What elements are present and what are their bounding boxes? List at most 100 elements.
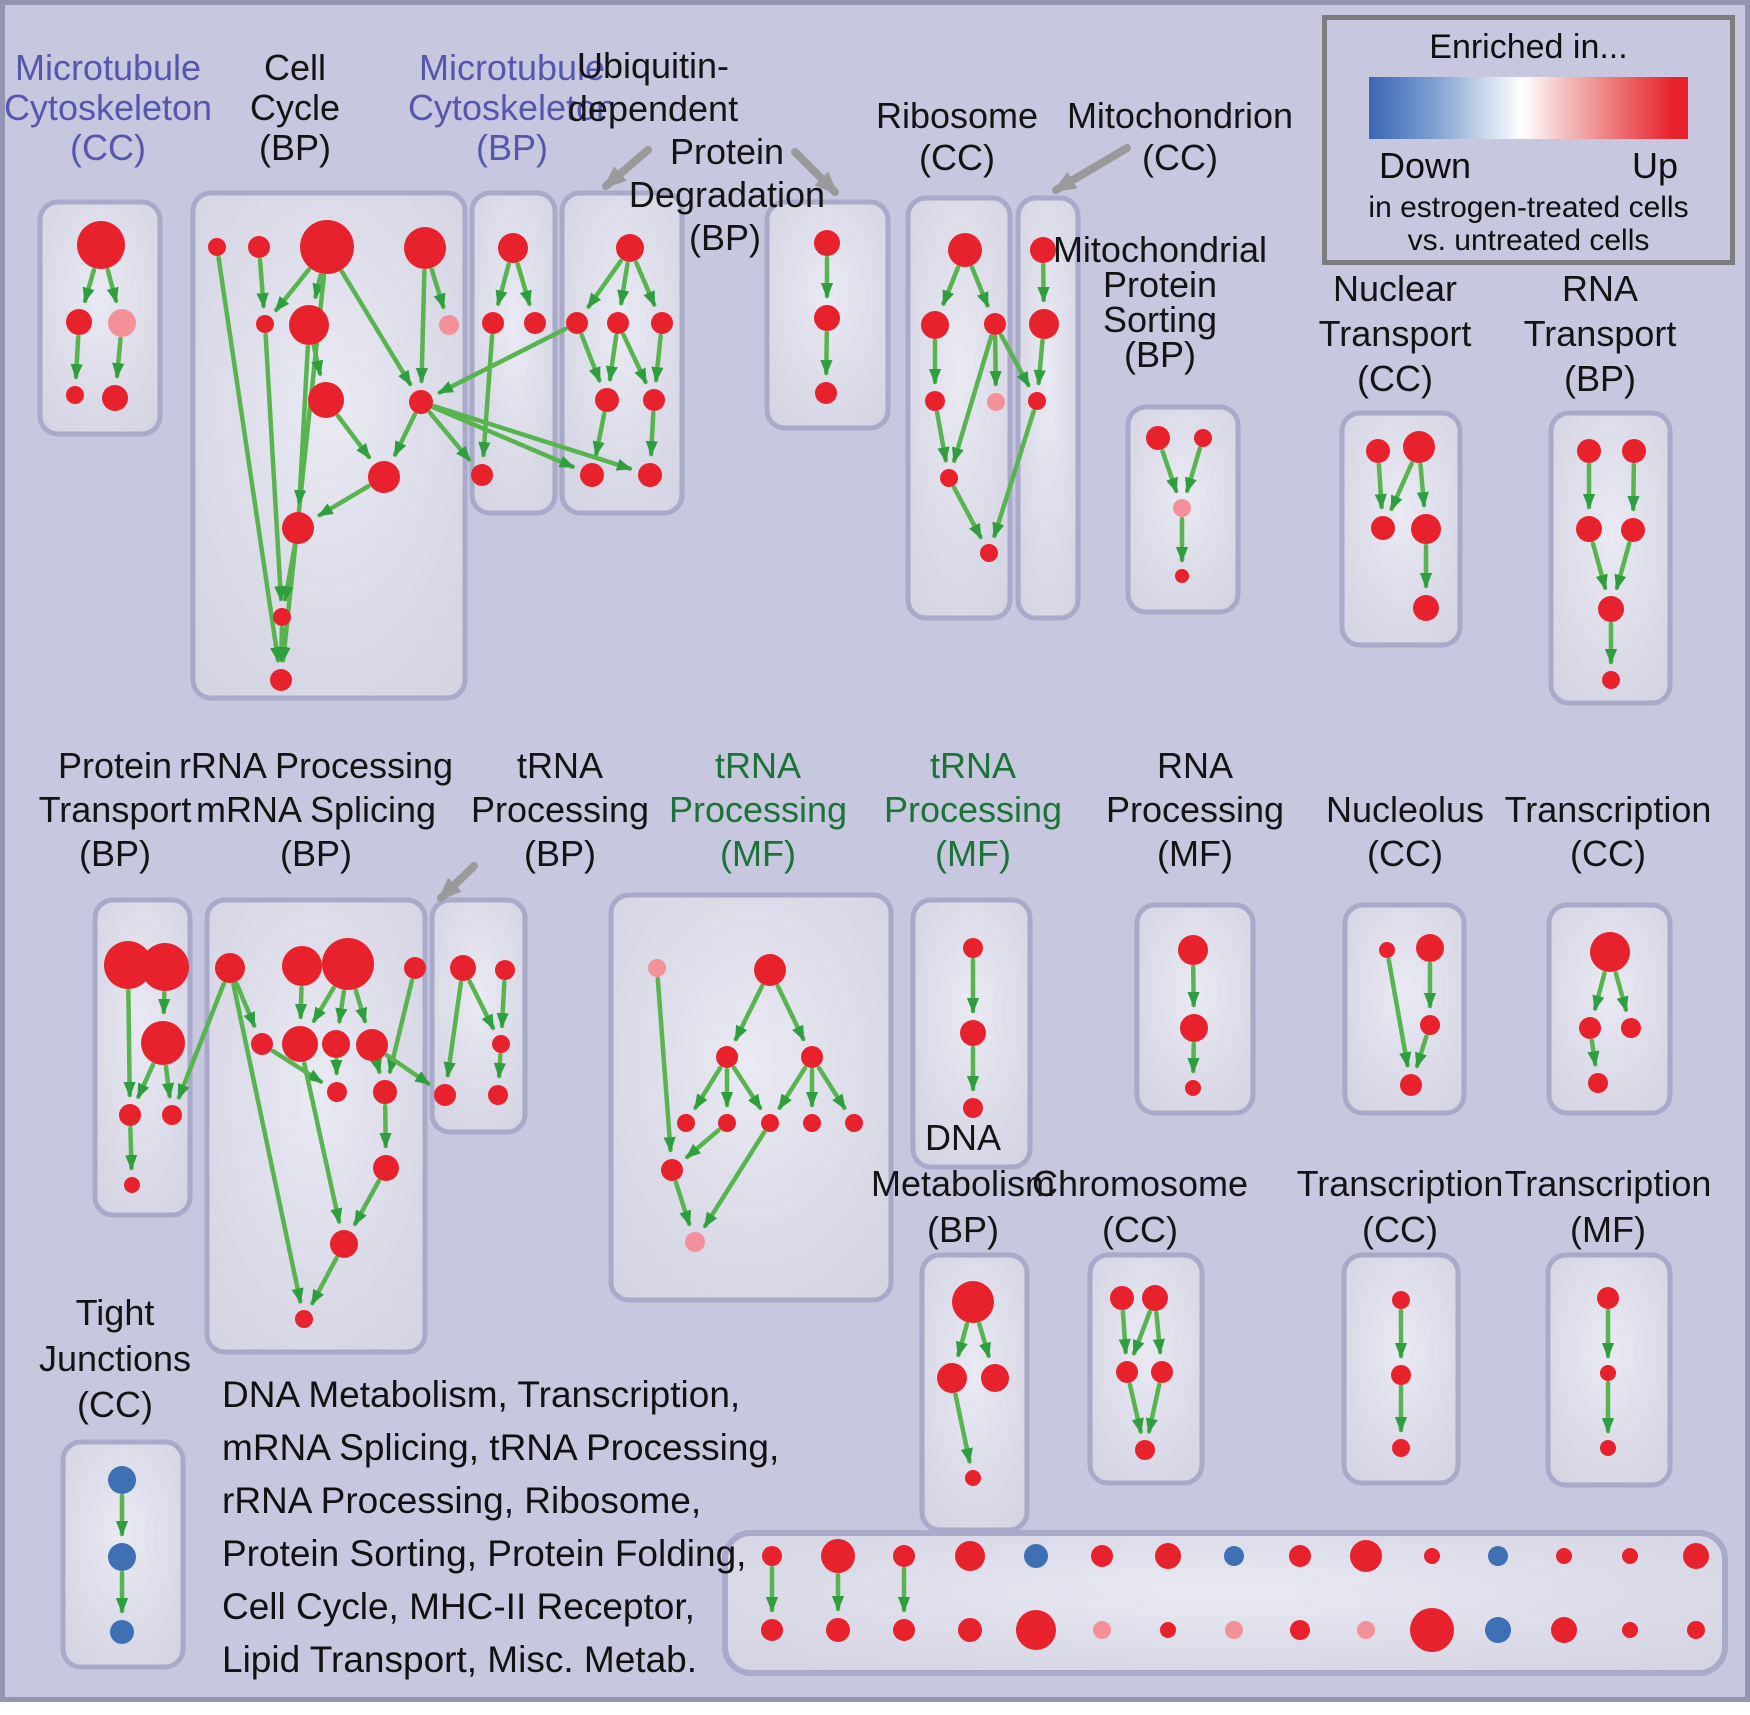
edge-arrow bbox=[621, 332, 648, 385]
cluster-label-dnam: DNA bbox=[925, 1117, 1001, 1158]
go-term-node bbox=[282, 946, 322, 986]
cluster-label-tmf3: Transcription bbox=[1505, 1163, 1712, 1204]
edge-arrow bbox=[955, 1321, 970, 1358]
go-term-node bbox=[948, 233, 982, 267]
misc-category-line: DNA Metabolism, Transcription, bbox=[222, 1374, 741, 1415]
cluster-label-tmf1: (MF) bbox=[720, 833, 796, 874]
go-term-node bbox=[289, 305, 329, 345]
go-term-node bbox=[815, 382, 837, 404]
go-term-node bbox=[648, 959, 666, 977]
edge-arrow bbox=[387, 978, 415, 1074]
matrix-node bbox=[1683, 1543, 1709, 1569]
edge-arrow bbox=[274, 267, 312, 313]
edge-arrow bbox=[579, 332, 602, 383]
matrix-node bbox=[1225, 1621, 1243, 1639]
edge-arrow bbox=[1590, 541, 1608, 591]
edge-arrow bbox=[977, 1321, 991, 1359]
edge-arrow bbox=[443, 980, 464, 1078]
edge-arrow bbox=[1145, 1382, 1162, 1434]
matrix-node bbox=[1024, 1544, 1048, 1568]
callout-arrow-icon bbox=[791, 148, 839, 196]
cluster-label-mps: Sorting bbox=[1103, 299, 1217, 340]
edge-arrow bbox=[352, 1178, 381, 1227]
go-term-node bbox=[356, 1029, 388, 1061]
go-term-node bbox=[450, 955, 476, 981]
go-term-node bbox=[273, 608, 291, 626]
matrix-node bbox=[955, 1541, 985, 1571]
go-term-node bbox=[1403, 431, 1435, 463]
go-term-node bbox=[761, 1114, 779, 1132]
cluster-label-mps: (BP) bbox=[1124, 334, 1196, 375]
legend-gradient-bar bbox=[1369, 77, 1688, 139]
edge-arrow bbox=[684, 1127, 721, 1160]
matrix-node bbox=[1357, 1621, 1375, 1639]
misc-categories-note: DNA Metabolism, Transcription, mRNA Splic… bbox=[222, 1368, 779, 1686]
go-term-node bbox=[1588, 1073, 1608, 1093]
legend-down-label: Down bbox=[1379, 145, 1472, 186]
go-term-node bbox=[66, 309, 92, 335]
go-term-node bbox=[1178, 935, 1208, 965]
go-term-node bbox=[987, 393, 1005, 411]
legend-box: Enriched in... Down Up in estrogen-treat… bbox=[1322, 15, 1735, 265]
go-term-node bbox=[1116, 1361, 1138, 1383]
go-term-node bbox=[651, 312, 673, 334]
go-term-node bbox=[1392, 1439, 1410, 1457]
cluster-box-rt bbox=[1548, 410, 1673, 706]
edge-arrow bbox=[989, 334, 1002, 387]
legend-subtitle-line2: vs. untreated cells bbox=[1407, 224, 1650, 257]
edge-arrow bbox=[634, 260, 657, 307]
go-term-node bbox=[1621, 518, 1645, 542]
go-term-node bbox=[1597, 1287, 1619, 1309]
go-term-node bbox=[960, 1020, 986, 1046]
go-term-node bbox=[1151, 1361, 1173, 1383]
go-term-node bbox=[1379, 942, 1395, 958]
cluster-label-ubiq: dependent bbox=[568, 88, 738, 129]
go-term-node bbox=[1622, 439, 1646, 463]
go-term-node bbox=[327, 1082, 347, 1102]
go-term-node bbox=[108, 1543, 136, 1571]
edge-arrow bbox=[392, 412, 418, 457]
edge-arrow bbox=[1386, 957, 1412, 1068]
edge-arrow bbox=[281, 543, 298, 602]
go-term-node bbox=[1185, 1080, 1201, 1096]
nodes-layer bbox=[66, 220, 1709, 1652]
go-term-node bbox=[322, 1030, 350, 1058]
edge-arrow bbox=[293, 344, 311, 506]
edge-arrow bbox=[592, 411, 607, 457]
matrix-node bbox=[1350, 1540, 1382, 1572]
go-term-node bbox=[952, 1281, 994, 1323]
go-term-node bbox=[661, 1159, 683, 1181]
edge-arrow bbox=[161, 1064, 175, 1099]
edge-arrow bbox=[605, 333, 619, 382]
edge-arrow bbox=[1160, 448, 1179, 494]
cluster-label-tj: Junctions bbox=[39, 1338, 191, 1379]
edge-arrow bbox=[1389, 461, 1414, 512]
legend-up-label: Up bbox=[1631, 145, 1678, 186]
matrix-node bbox=[1093, 1621, 1111, 1639]
edge-arrow bbox=[275, 625, 288, 663]
edge-arrow bbox=[312, 273, 325, 299]
edge-arrow bbox=[951, 485, 983, 540]
go-term-node bbox=[282, 512, 314, 544]
go-term-node bbox=[1420, 1015, 1440, 1035]
matrix-node bbox=[1551, 1617, 1577, 1643]
edge-arrow bbox=[70, 334, 83, 380]
go-term-node bbox=[566, 312, 588, 334]
edge-arrow bbox=[82, 267, 97, 304]
edge-arrow bbox=[302, 1061, 343, 1224]
edge-arrow bbox=[263, 332, 287, 602]
matrix-node bbox=[1424, 1548, 1440, 1564]
go-term-node bbox=[1173, 499, 1191, 517]
go-term-node bbox=[404, 957, 426, 979]
matrix-node bbox=[1289, 1545, 1311, 1567]
cluster-label-mito: (CC) bbox=[1142, 137, 1218, 178]
cluster-label-tmf2: (MF) bbox=[935, 833, 1011, 874]
go-term-node bbox=[270, 669, 292, 691]
misc-category-line: mRNA Splicing, tRNA Processing, bbox=[222, 1427, 780, 1468]
cluster-label-rt: (BP) bbox=[1564, 358, 1636, 399]
go-term-node bbox=[814, 305, 840, 331]
edge-arrow bbox=[112, 336, 125, 379]
go-term-node bbox=[921, 311, 949, 339]
edge-arrow bbox=[1152, 1310, 1165, 1355]
